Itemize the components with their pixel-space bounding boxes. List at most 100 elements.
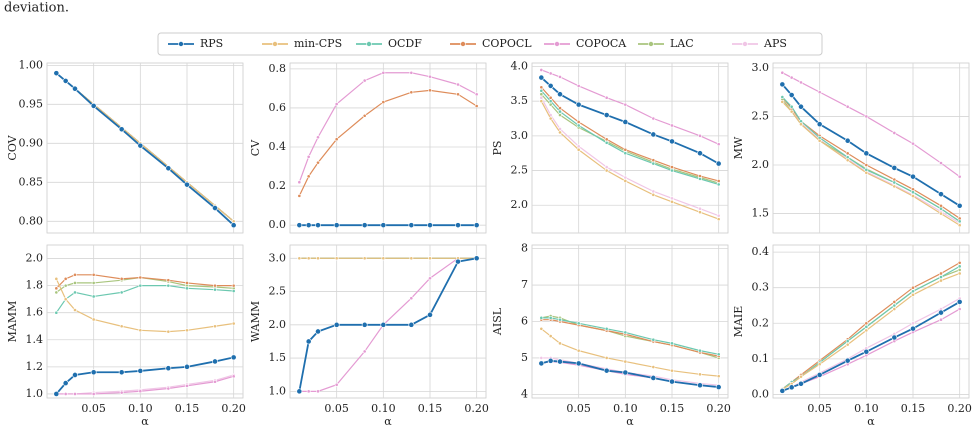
series-line: [540, 86, 719, 182]
series-line: [55, 285, 234, 314]
x-tick-label: 0.05: [324, 402, 349, 415]
y-axis-label: MAIE: [732, 306, 745, 338]
point: [62, 78, 69, 84]
y-tick-label: 0.6: [269, 101, 287, 114]
point: [73, 308, 77, 312]
point: [73, 281, 77, 285]
point: [957, 307, 962, 311]
point: [231, 321, 236, 326]
point: [91, 281, 96, 285]
point: [698, 133, 702, 138]
point: [548, 95, 553, 100]
point: [575, 360, 582, 367]
point: [698, 176, 702, 181]
point: [305, 222, 312, 229]
legend-marker: [554, 41, 560, 47]
point: [576, 120, 581, 124]
point: [63, 392, 68, 396]
legend-marker: [742, 41, 748, 47]
y-tick-label: 5: [521, 351, 528, 364]
series-line: [56, 375, 234, 395]
point: [119, 390, 124, 395]
point: [575, 101, 582, 108]
point: [72, 85, 78, 92]
point: [789, 75, 794, 80]
point: [138, 389, 143, 394]
y-tick-label: 0.2: [269, 179, 287, 192]
series-line: [541, 359, 719, 388]
point: [231, 283, 236, 288]
point: [185, 383, 189, 388]
y-axis-label: CV: [249, 139, 262, 156]
plot-area: [531, 62, 729, 234]
point: [137, 368, 144, 374]
point: [73, 290, 77, 295]
point: [166, 283, 171, 288]
y-axis-label: MAMM: [6, 301, 19, 343]
legend-marker: [366, 41, 372, 47]
legend-label: OCDF: [388, 37, 422, 50]
point: [212, 358, 218, 365]
point: [539, 88, 544, 93]
legend-marker: [272, 41, 278, 47]
point: [362, 113, 367, 118]
x-tick-label: 0.10: [854, 402, 879, 415]
point: [799, 374, 803, 379]
point: [911, 292, 915, 297]
point: [911, 190, 915, 195]
point: [576, 147, 581, 152]
point: [306, 389, 311, 394]
point: [576, 321, 581, 326]
point: [184, 181, 190, 188]
point: [604, 95, 609, 100]
point: [939, 317, 943, 322]
y-tick-label: 0.85: [19, 175, 44, 188]
y-tick-label: 4: [521, 387, 528, 400]
point: [780, 99, 785, 104]
point: [576, 123, 581, 128]
point: [789, 109, 794, 114]
y-tick-label: 0.2: [752, 316, 770, 329]
point: [669, 378, 675, 385]
point: [548, 71, 553, 76]
point: [213, 287, 217, 292]
point: [361, 321, 368, 328]
point: [670, 196, 674, 201]
point: [230, 354, 237, 361]
point: [63, 297, 68, 302]
y-tick-label: 0.0: [269, 218, 287, 231]
x-tick-label: 0.10: [128, 402, 153, 415]
point: [539, 85, 544, 90]
point: [165, 165, 172, 172]
point: [54, 310, 59, 315]
x-tick-label: 0.10: [613, 402, 638, 415]
point: [863, 150, 870, 157]
legend-label: APS: [763, 37, 787, 50]
point: [306, 154, 311, 159]
point: [54, 290, 59, 295]
point: [62, 380, 69, 387]
point: [90, 369, 97, 376]
y-tick-label: 2.5: [752, 109, 770, 122]
point: [670, 199, 674, 204]
y-tick-label: 0.3: [752, 281, 770, 294]
point: [816, 121, 823, 128]
y-tick-label: 1.0: [26, 387, 44, 400]
point: [558, 109, 562, 114]
point: [892, 300, 897, 304]
x-tick-label: 0.05: [566, 402, 591, 415]
series-line: [781, 83, 961, 207]
point: [185, 286, 189, 291]
point: [603, 367, 610, 374]
point: [604, 356, 609, 360]
point: [361, 222, 368, 229]
series-line: [55, 356, 234, 395]
point: [305, 338, 312, 345]
point: [474, 92, 479, 97]
point: [716, 352, 721, 357]
series-line: [781, 265, 960, 390]
y-tick-label: 1.4: [26, 333, 44, 346]
point: [558, 317, 562, 322]
point: [939, 275, 943, 279]
